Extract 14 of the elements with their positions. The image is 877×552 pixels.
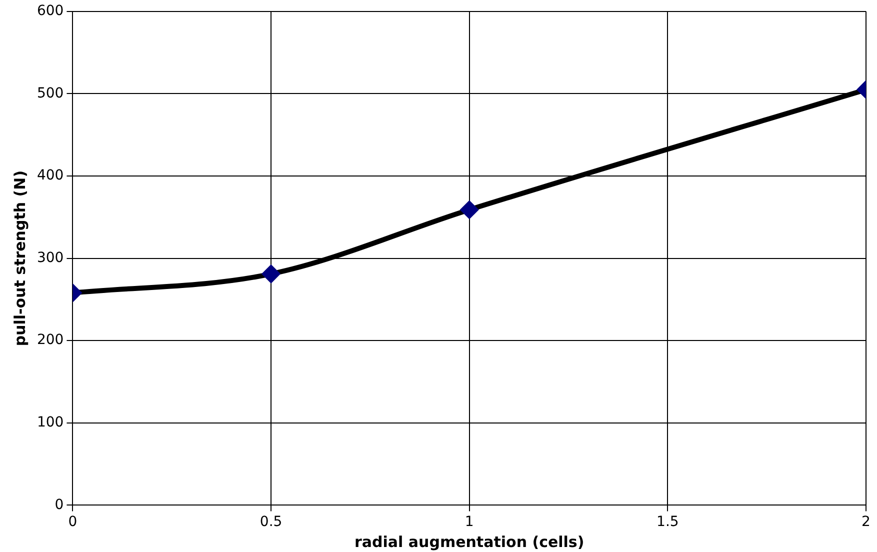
y-tick-label: 500 <box>36 85 64 102</box>
y-tick-label: 300 <box>36 250 64 266</box>
y-tick-label: 600 <box>36 3 64 20</box>
y-tick-label: 0 <box>54 496 64 513</box>
x-tick-label: 1 <box>464 514 474 530</box>
x-tick-label: 0 <box>68 514 78 530</box>
y-tick-label: 100 <box>36 414 64 431</box>
y-axis-title: pull-out strength (N) <box>10 170 29 346</box>
x-tick-label: 0.5 <box>260 514 282 530</box>
y-tick-label: 400 <box>36 168 64 184</box>
x-axis-title: radial augmentation (cells) <box>354 532 584 551</box>
y-tick-label: 200 <box>36 332 64 348</box>
x-tick-label: 2 <box>862 514 870 530</box>
x-tick-label: 1.5 <box>656 514 679 530</box>
